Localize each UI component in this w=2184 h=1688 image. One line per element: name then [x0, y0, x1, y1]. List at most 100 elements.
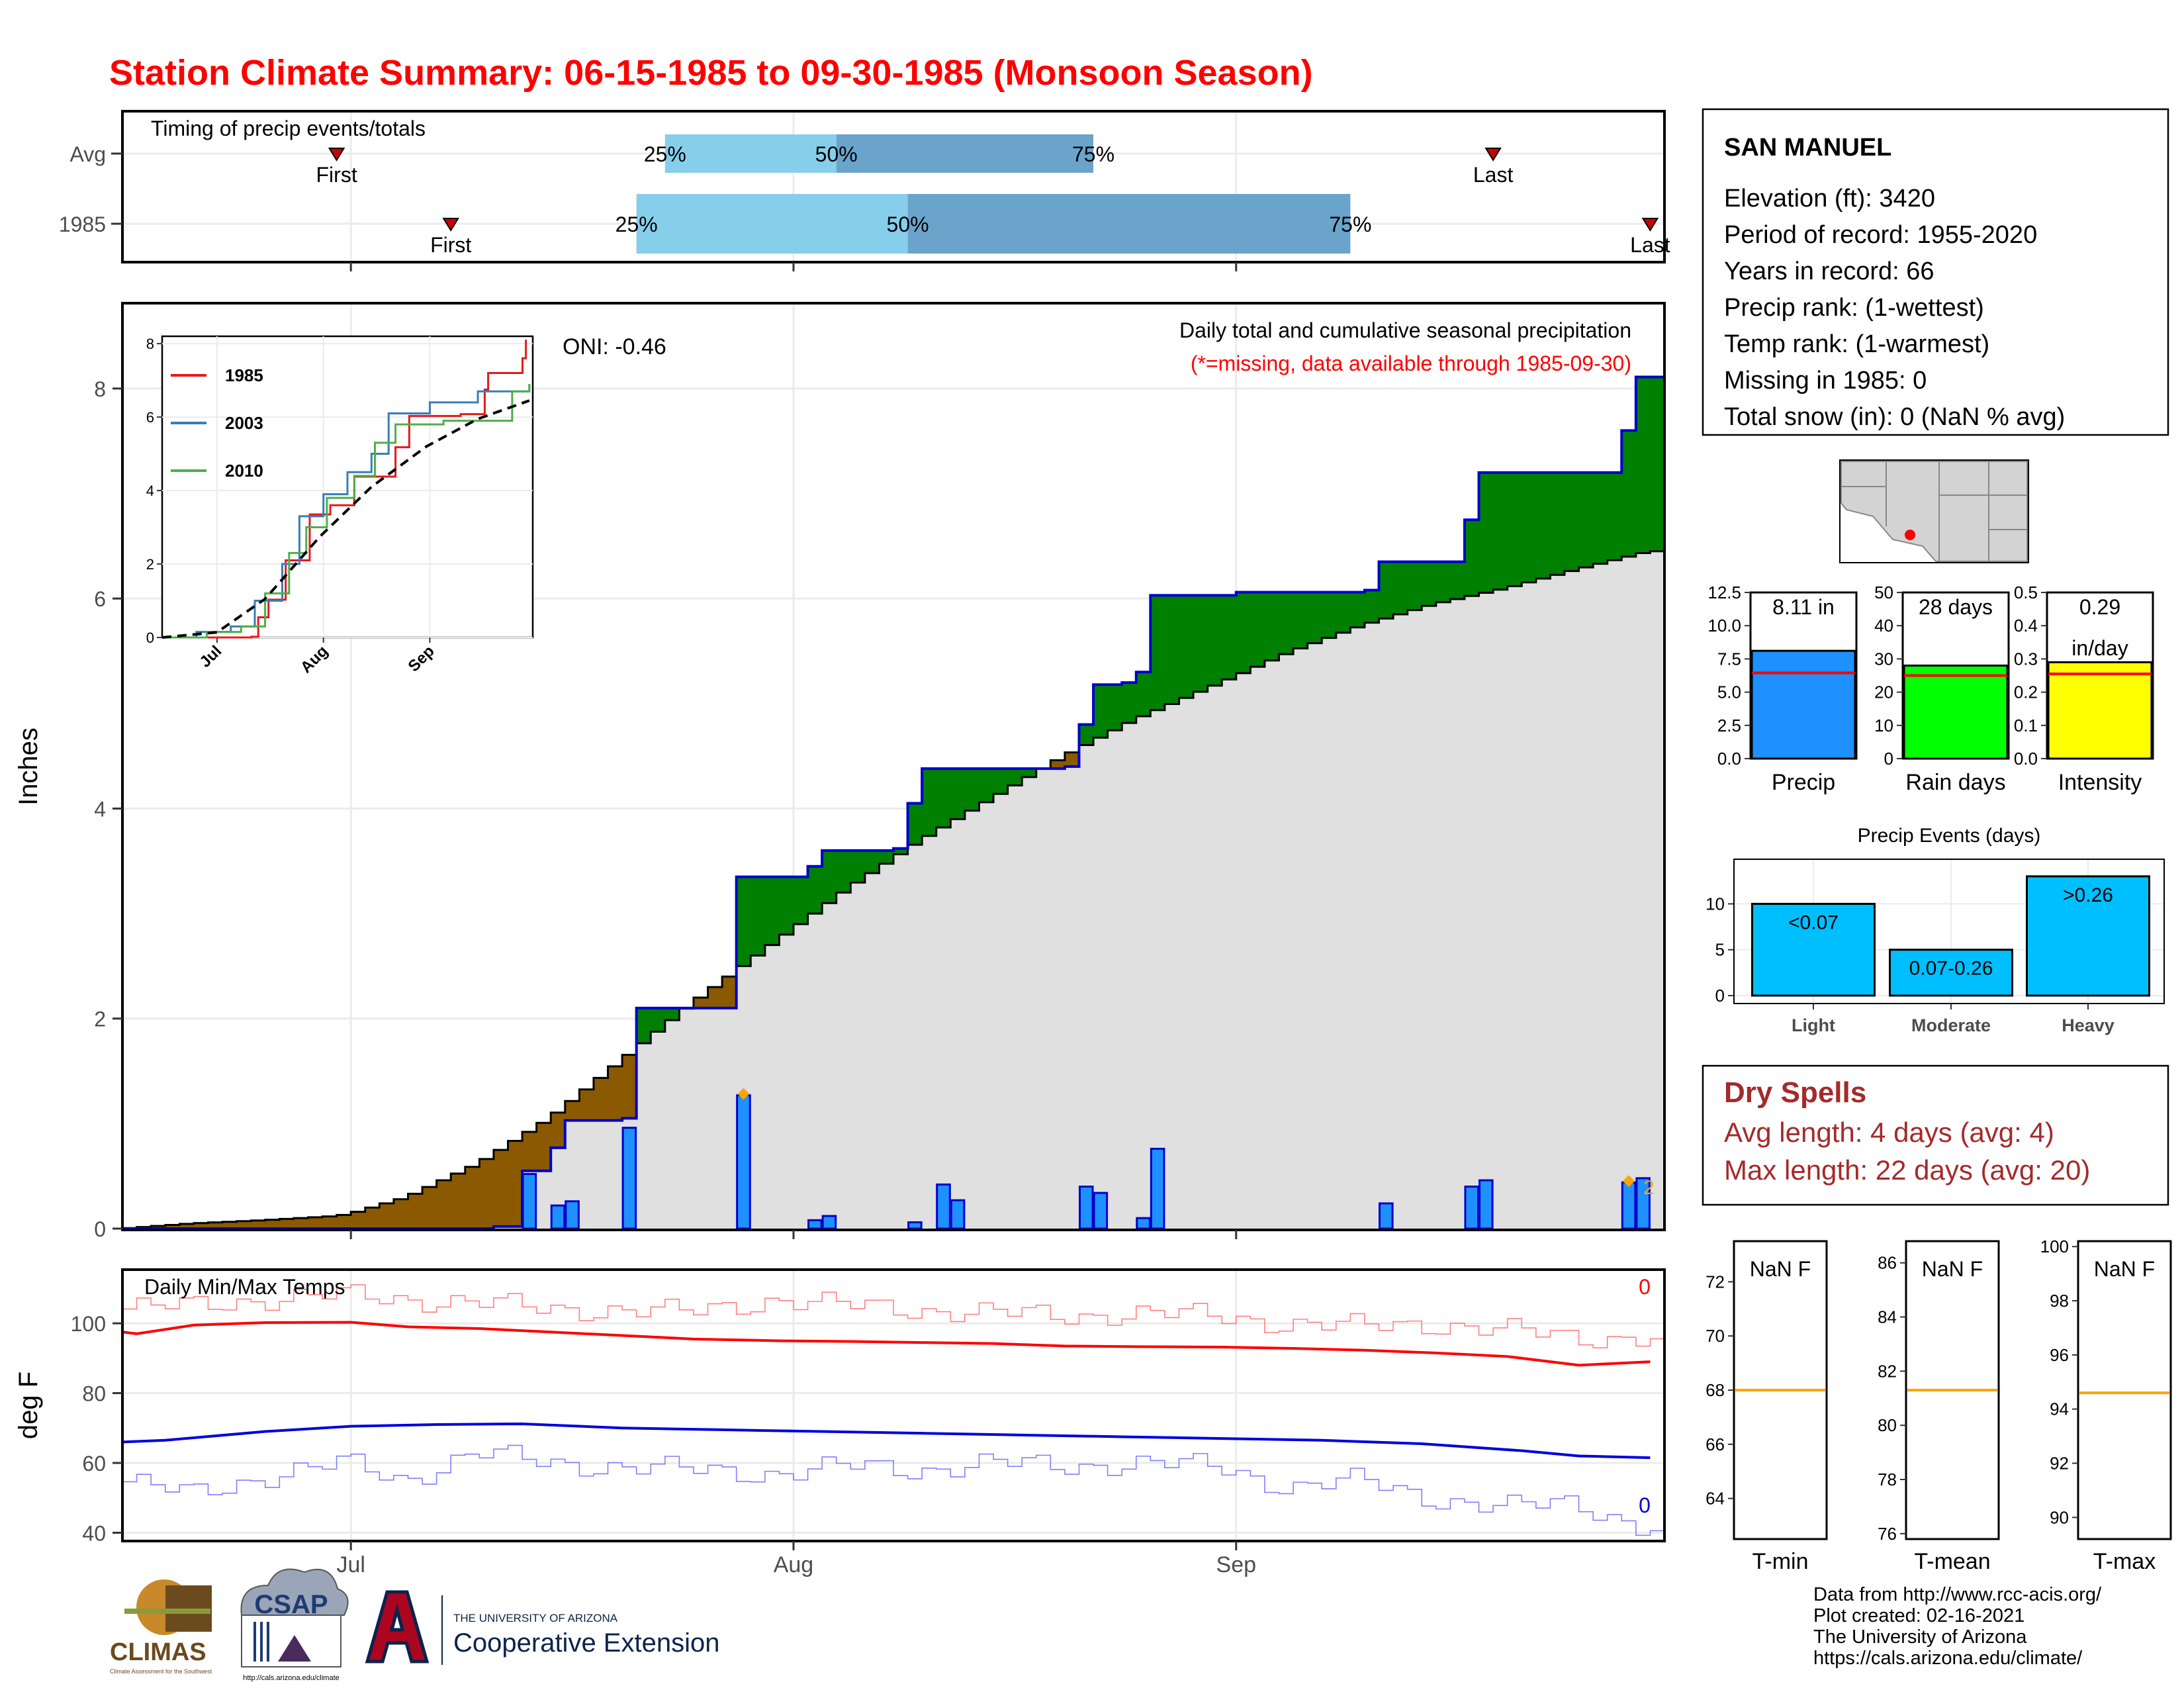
- inset-series-line-2003: [162, 384, 531, 639]
- precip-y-tick-label: 4: [94, 797, 106, 821]
- average-area-fill: [907, 845, 923, 1229]
- first-event-marker: [442, 218, 459, 232]
- above-average-fill: [1336, 592, 1351, 633]
- credit-line: Data from http://www.rcc-acis.org/: [1813, 1584, 2102, 1605]
- x-axis-tick-label: Jul: [336, 1552, 365, 1577]
- average-area-fill: [1535, 579, 1551, 1229]
- average-area-fill: [1122, 723, 1137, 1229]
- average-area-fill: [822, 903, 837, 1229]
- precip-summary-bars: 0.0 2.5 5.0 7.5 10.0 12.5 8.11 in Precip 0 10 20 30…: [1707, 583, 2154, 795]
- dry-spells-title: Dry Spells: [1724, 1076, 1866, 1109]
- summary-y-tick-label: 40: [1874, 616, 1893, 635]
- first-event-label: First: [316, 163, 357, 187]
- credit-line: Plot created: 02-16-2021: [1813, 1605, 2025, 1626]
- inset-legend-label: 2003: [225, 413, 263, 433]
- below-average-fill: [465, 1166, 480, 1229]
- dry-spells-max: Max length: 22 days (avg: 20): [1724, 1154, 2090, 1186]
- quartile-bar-low: [636, 194, 908, 254]
- events-bar-label: <0.07: [1788, 912, 1839, 933]
- temp-summary-y-tick-label: 98: [2050, 1291, 2069, 1311]
- ua-small-text: THE UNIVERSITY OF ARIZONA: [453, 1612, 618, 1624]
- temp-summary-value-label: NaN F: [1750, 1257, 1811, 1281]
- summary-y-tick-label: 0: [1884, 749, 1893, 769]
- inset-series-line-2010: [162, 384, 531, 639]
- average-area-fill: [1222, 679, 1237, 1229]
- inset-series-line-average: [161, 399, 530, 639]
- below-average-fill: [365, 1207, 380, 1229]
- average-area-fill: [1322, 637, 1337, 1229]
- events-bar-label: 0.07-0.26: [1909, 958, 1993, 980]
- station-info-box: SAN MANUEL Elevation (ft): 3420 Period of…: [1702, 108, 2169, 436]
- station-info-line: Missing in 1985: 0: [1724, 367, 1927, 395]
- precip-y-tick-label: 6: [94, 587, 106, 611]
- cumulative-precip-subtitle: (*=missing, data available through 1985-…: [1191, 352, 1631, 375]
- above-average-fill: [636, 1008, 651, 1044]
- q50-label: 50%: [815, 142, 858, 166]
- average-area-fill: [964, 810, 979, 1229]
- temp-line-avg-max: [122, 1321, 1651, 1367]
- below-average-fill: [451, 1173, 466, 1229]
- temp-line-1985-max: [122, 1284, 1664, 1348]
- summary-y-tick-label: 0.4: [2014, 616, 2038, 635]
- x-axis: Jul Aug Sep: [336, 1541, 1256, 1577]
- last-event-label: Last: [1473, 163, 1514, 187]
- temp-y-tick-label: 60: [82, 1452, 106, 1476]
- average-area-fill: [850, 882, 866, 1229]
- above-average-fill: [950, 769, 966, 820]
- daily-precip-bar: [1136, 1217, 1151, 1230]
- average-area-fill: [1007, 785, 1023, 1229]
- precip-y-tick-label: 8: [94, 377, 106, 401]
- annotation-label: 2: [1643, 1177, 1655, 1199]
- above-average-fill: [1207, 595, 1222, 686]
- events-bar: [1751, 902, 1876, 997]
- q75-label: 75%: [1072, 142, 1115, 166]
- below-average-fill: [351, 1211, 366, 1229]
- average-area-fill: [864, 873, 880, 1229]
- inset-y-tick-label: 6: [146, 409, 154, 426]
- above-average-fill: [1379, 561, 1394, 619]
- average-cumulative-line: [122, 550, 1664, 1229]
- above-average-fill: [1578, 472, 1594, 568]
- below-average-fill: [408, 1194, 423, 1229]
- average-area-fill: [1150, 710, 1165, 1229]
- timing-panel: Timing of precip events/totals Avg 25% 50%…: [59, 110, 1670, 271]
- precip-y-tick-label: 2: [94, 1008, 106, 1031]
- summary-bar-0: [1751, 649, 1856, 760]
- q25-label: 25%: [615, 212, 658, 236]
- station-info-line: Period of record: 1955-2020: [1724, 221, 2037, 249]
- average-area-fill: [836, 892, 851, 1229]
- summary-category-label: Rain days: [1905, 770, 2005, 795]
- average-area-fill: [1407, 610, 1422, 1229]
- above-average-fill: [836, 850, 851, 893]
- above-average-fill: [1607, 472, 1622, 561]
- quartile-bar-low: [664, 134, 837, 173]
- above-average-fill: [1022, 769, 1037, 777]
- above-average-fill: [1550, 472, 1565, 575]
- average-area-fill: [664, 1020, 680, 1229]
- below-average-fill: [622, 1055, 637, 1119]
- daily-precip-bar: [807, 1219, 823, 1230]
- above-average-fill: [864, 850, 880, 874]
- map-state-borders: [1841, 461, 2027, 561]
- average-area-fill: [1064, 767, 1079, 1229]
- below-average-fill: [165, 1225, 180, 1229]
- average-area-fill: [1493, 589, 1508, 1229]
- average-area-fill: [879, 863, 894, 1229]
- events-y-tick-label: 10: [1706, 894, 1725, 914]
- summary-value-label-2: in/day: [2071, 636, 2128, 660]
- daily-temps-title: Daily Min/Max Temps: [144, 1275, 345, 1299]
- summary-category-label: Intensity: [2058, 770, 2142, 795]
- below-average-fill: [336, 1215, 351, 1229]
- temp-y-tick-label: 100: [71, 1312, 106, 1336]
- temp-summary-y-tick-label: 68: [1706, 1380, 1725, 1400]
- below-average-fill: [479, 1158, 494, 1229]
- below-average-fill: [265, 1219, 280, 1229]
- above-average-fill: [1264, 592, 1279, 661]
- above-average-fill: [1107, 684, 1122, 731]
- data-credits: Data from http://www.rcc-acis.org/Plot c…: [1813, 1584, 2102, 1669]
- daily-precip-bar: [1093, 1192, 1109, 1230]
- above-average-fill: [736, 876, 751, 966]
- above-average-fill: [807, 866, 823, 914]
- average-area-fill: [1250, 667, 1265, 1229]
- below-average-fill: [293, 1218, 308, 1229]
